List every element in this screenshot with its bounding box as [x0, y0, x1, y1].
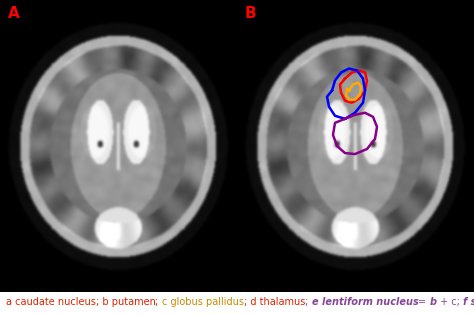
Text: e lentiform nucleus: e lentiform nucleus: [311, 297, 419, 307]
Text: ;: ;: [305, 297, 311, 307]
Text: =: =: [419, 297, 429, 307]
Text: + c;: + c;: [437, 297, 463, 307]
Text: B: B: [245, 6, 256, 21]
Text: f striatum: f striatum: [463, 297, 474, 307]
Text: ; d thalamus: ; d thalamus: [244, 297, 305, 307]
Text: ; b putamen: ; b putamen: [96, 297, 155, 307]
Text: b: b: [429, 297, 437, 307]
Text: a caudate nucleus: a caudate nucleus: [6, 297, 96, 307]
Text: c globus pallidus: c globus pallidus: [162, 297, 244, 307]
Text: A: A: [8, 6, 20, 21]
Text: ;: ;: [155, 297, 162, 307]
